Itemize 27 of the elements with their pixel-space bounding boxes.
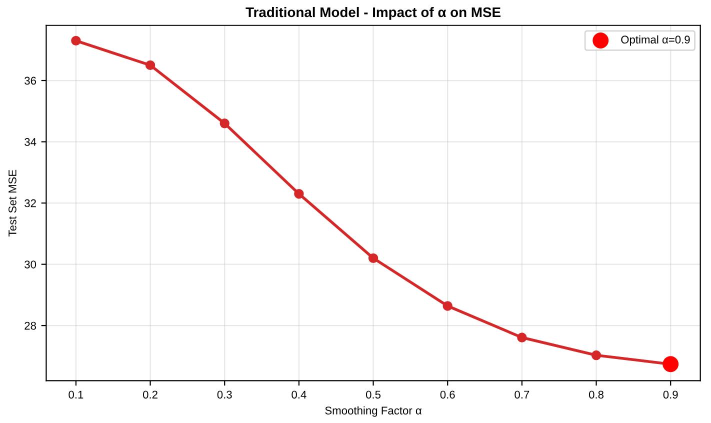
y-tick-label: 32 — [24, 199, 36, 208]
point — [71, 36, 81, 46]
x-tick-label: 0.1 — [68, 390, 84, 399]
x-tick-label: 0.8 — [588, 390, 604, 399]
x-tick-label: 0.5 — [366, 390, 381, 399]
point — [662, 356, 679, 372]
chart-title: Traditional Model - Impact of α on MSE — [246, 6, 500, 20]
legend-label: Optimal α=0.9 — [621, 35, 690, 46]
x-tick-label: 0.4 — [292, 390, 306, 399]
x-tick-label: 0.2 — [142, 390, 158, 399]
point — [220, 118, 230, 128]
x-axis-title: Smoothing Factor α — [325, 406, 422, 417]
point — [294, 188, 304, 199]
point — [368, 253, 378, 264]
point — [442, 301, 452, 311]
x-tick-label: 0.3 — [217, 390, 232, 399]
x-tick-label: 0.6 — [440, 390, 455, 399]
y-tick-label: 34 — [24, 138, 36, 146]
point — [145, 60, 156, 70]
y-tick-label: 30 — [24, 260, 36, 268]
y-axis-title: Test Set MSE — [8, 170, 16, 236]
point — [517, 332, 527, 342]
x-tick-label: 0.7 — [514, 390, 530, 399]
x-tick-label: 0.9 — [663, 390, 678, 399]
point — [591, 350, 602, 360]
y-tick-label: 36 — [24, 76, 36, 85]
y-tick-label: 28 — [24, 322, 36, 330]
